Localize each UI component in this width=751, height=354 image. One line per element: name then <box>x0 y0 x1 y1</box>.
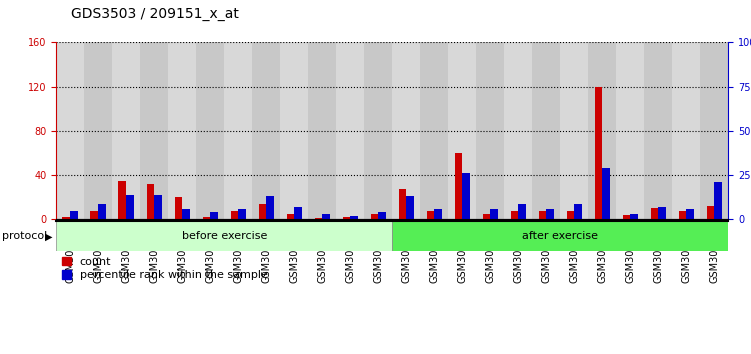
Bar <box>686 209 695 219</box>
Bar <box>392 221 728 251</box>
Bar <box>454 153 463 219</box>
Bar <box>589 42 617 219</box>
Bar <box>90 211 98 219</box>
Bar <box>421 42 448 219</box>
Bar <box>532 42 560 219</box>
Bar <box>238 209 246 219</box>
Bar <box>71 211 78 219</box>
Bar <box>483 214 490 219</box>
Bar <box>231 211 238 219</box>
Bar <box>701 42 728 219</box>
Bar <box>119 181 126 219</box>
Bar <box>707 206 714 219</box>
Text: GDS3503 / 209151_x_at: GDS3503 / 209151_x_at <box>71 7 240 21</box>
Text: protocol: protocol <box>2 231 47 241</box>
Bar <box>196 42 225 219</box>
Bar <box>595 87 602 219</box>
Bar <box>623 215 630 219</box>
Bar <box>659 207 666 219</box>
Bar <box>84 42 113 219</box>
Bar <box>434 209 442 219</box>
Text: before exercise: before exercise <box>182 231 267 241</box>
Bar <box>267 196 274 219</box>
Bar <box>203 217 210 219</box>
Bar <box>511 211 518 219</box>
Bar <box>547 209 554 219</box>
Bar <box>287 214 294 219</box>
Bar <box>182 209 190 219</box>
Bar <box>575 204 582 219</box>
Bar <box>258 204 267 219</box>
Bar <box>505 42 532 219</box>
Bar <box>252 42 280 219</box>
Bar <box>560 42 589 219</box>
Bar <box>714 182 722 219</box>
Bar <box>399 188 406 219</box>
Bar <box>126 195 134 219</box>
Bar <box>98 204 106 219</box>
Bar <box>630 214 638 219</box>
Bar <box>294 207 302 219</box>
Bar <box>538 211 547 219</box>
Bar <box>336 42 364 219</box>
Bar <box>463 173 470 219</box>
Bar <box>518 204 526 219</box>
Bar <box>62 217 71 219</box>
Bar <box>476 42 505 219</box>
Bar <box>225 42 252 219</box>
Bar <box>56 221 392 251</box>
Bar <box>370 214 379 219</box>
Bar <box>602 168 611 219</box>
Bar <box>448 42 476 219</box>
Bar <box>364 42 392 219</box>
Bar <box>650 209 659 219</box>
Bar <box>155 195 162 219</box>
Bar <box>113 42 140 219</box>
Bar <box>566 211 575 219</box>
Bar <box>406 196 415 219</box>
Legend: count, percentile rank within the sample: count, percentile rank within the sample <box>62 257 267 280</box>
Bar <box>490 209 498 219</box>
Bar <box>342 217 351 219</box>
Bar <box>168 42 196 219</box>
Bar <box>56 42 84 219</box>
Bar <box>427 211 434 219</box>
Bar <box>280 42 309 219</box>
Bar <box>679 211 686 219</box>
Bar <box>379 212 386 219</box>
Bar <box>672 42 701 219</box>
Bar <box>644 42 672 219</box>
Bar <box>146 184 155 219</box>
Bar <box>140 42 168 219</box>
Bar <box>210 212 219 219</box>
Text: ▶: ▶ <box>45 231 53 241</box>
Bar <box>315 218 322 219</box>
Bar <box>392 42 421 219</box>
Bar <box>174 198 182 219</box>
Bar <box>351 216 358 219</box>
Bar <box>617 42 644 219</box>
Bar <box>322 214 330 219</box>
Text: after exercise: after exercise <box>523 231 599 241</box>
Bar <box>309 42 336 219</box>
